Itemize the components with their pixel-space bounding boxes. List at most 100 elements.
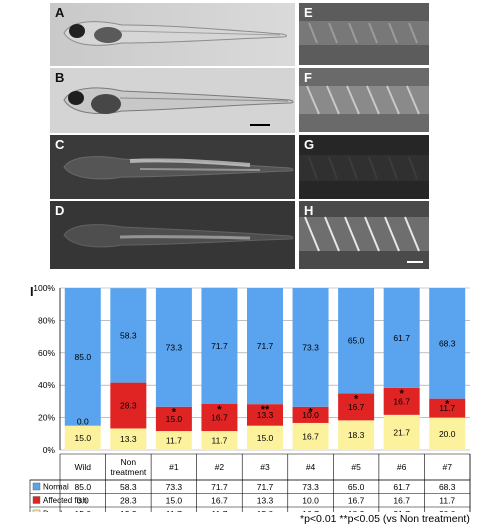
bar-affected-fish	[383, 387, 420, 415]
table-cell: 13.3	[257, 496, 274, 506]
data-label: 20.0	[439, 429, 456, 439]
legend-label: Normal	[43, 483, 69, 492]
bar-affected-fish	[201, 403, 238, 432]
table-cell: 28.3	[120, 496, 137, 506]
table-cell: 15.0	[75, 509, 92, 512]
category-label: treatment	[110, 467, 147, 477]
legend-label: Dead	[43, 510, 62, 513]
legend-swatch	[32, 496, 41, 504]
panel-label-b: B	[55, 70, 65, 85]
panel-h	[299, 201, 429, 269]
category-label: #5	[351, 462, 361, 472]
significance-mark: *	[445, 399, 450, 411]
panel-label-e: E	[304, 5, 313, 20]
bar-normal	[110, 288, 147, 383]
data-label: 13.3	[120, 434, 137, 444]
stacked-bar-chart: 0% 20% 40% 60% 80% 100% 15.0 0.0 85.0 13.3 28.3 58.…	[29, 283, 471, 513]
table-cell: 10.0	[302, 496, 319, 506]
category-label: #7	[442, 462, 452, 472]
bar-affected-fish	[110, 382, 147, 429]
panel-label-d: D	[55, 203, 65, 218]
data-label: 15.0	[166, 414, 183, 424]
significance-mark: *	[217, 404, 222, 416]
y-tick-label: 0%	[43, 445, 56, 455]
category-label: Wild	[75, 462, 92, 472]
category-label: Non	[121, 457, 137, 467]
data-label: 15.0	[257, 433, 274, 443]
data-label: 61.7	[393, 333, 410, 343]
bar-affected-fish	[155, 406, 192, 432]
significance-mark: *	[400, 388, 405, 400]
data-label: 71.7	[257, 341, 274, 351]
table-cell: 11.7	[211, 509, 227, 512]
data-label: 18.3	[348, 430, 365, 440]
data-label: 13.3	[257, 410, 274, 420]
table-cell: 11.7	[439, 496, 455, 506]
data-label: 73.3	[166, 342, 183, 352]
table-cell: 61.7	[393, 482, 410, 492]
data-label: 16.7	[348, 402, 365, 412]
y-tick-label: 60%	[38, 348, 55, 358]
panel-c	[50, 135, 295, 199]
table-cell: 16.7	[211, 496, 228, 506]
significance-footnote: *p<0.01 **p<0.05 (vs Non treatment)	[300, 513, 470, 525]
panel-label-a: A	[55, 5, 65, 20]
bar-normal	[247, 288, 283, 405]
panel-d	[50, 201, 295, 269]
category-label: #1	[169, 462, 179, 472]
bar-dead	[110, 428, 147, 450]
table-cell: 71.7	[211, 482, 228, 492]
legend-swatch	[32, 509, 41, 512]
table-cell: 73.3	[166, 482, 183, 492]
table-cell: 13.3	[120, 509, 137, 512]
table-cell: 16.7	[302, 509, 319, 512]
panel-b	[50, 68, 295, 133]
data-label: 28.3	[120, 401, 137, 411]
data-label: 16.7	[393, 396, 410, 406]
legend-swatch	[32, 482, 41, 491]
panel-label-f: F	[304, 70, 312, 85]
panel-label-c: C	[55, 137, 65, 152]
data-label: 16.7	[302, 431, 319, 441]
panel-e	[299, 3, 429, 65]
bar-dead	[338, 420, 375, 450]
table-cell: 16.7	[348, 496, 365, 506]
category-label: #6	[397, 462, 407, 472]
legend-label: Affected fish	[43, 496, 87, 505]
y-tick-label: 80%	[38, 315, 55, 325]
y-tick-label: 40%	[38, 380, 55, 390]
bar-normal	[64, 288, 101, 426]
bar-normal	[338, 288, 375, 394]
panel-g	[299, 135, 429, 199]
data-label: 11.7	[439, 403, 455, 413]
data-label: 65.0	[348, 336, 365, 346]
significance-mark: *	[308, 407, 313, 419]
bar-normal	[383, 287, 420, 388]
table-cell: 15.0	[166, 496, 183, 506]
category-label: #3	[260, 462, 270, 472]
category-label: #2	[215, 462, 225, 472]
data-label: 68.3	[439, 338, 456, 348]
data-label: 0.0	[77, 417, 89, 427]
bar-dead	[155, 431, 192, 450]
panel-a	[50, 3, 295, 66]
bar-affected-fish	[338, 393, 375, 421]
table-cell: 71.7	[257, 482, 274, 492]
y-tick-label: 100%	[33, 283, 55, 293]
table-cell: 15.0	[257, 509, 274, 512]
table-cell: 65.0	[348, 482, 365, 492]
table-cell: 0.0	[77, 496, 89, 506]
significance-mark: **	[261, 404, 270, 416]
panel-label-h: H	[304, 203, 314, 218]
data-label: 16.7	[211, 413, 228, 423]
bar-affected-fish	[429, 398, 466, 418]
table-cell: 21.7	[393, 509, 410, 512]
category-label: #4	[306, 462, 316, 472]
bar-dead	[201, 431, 238, 450]
bar-normal	[155, 288, 192, 407]
bar-normal	[201, 287, 238, 404]
bar-dead	[247, 425, 283, 450]
bar-normal	[292, 288, 329, 407]
data-label: 11.7	[211, 436, 227, 446]
bar-dead	[429, 417, 466, 450]
